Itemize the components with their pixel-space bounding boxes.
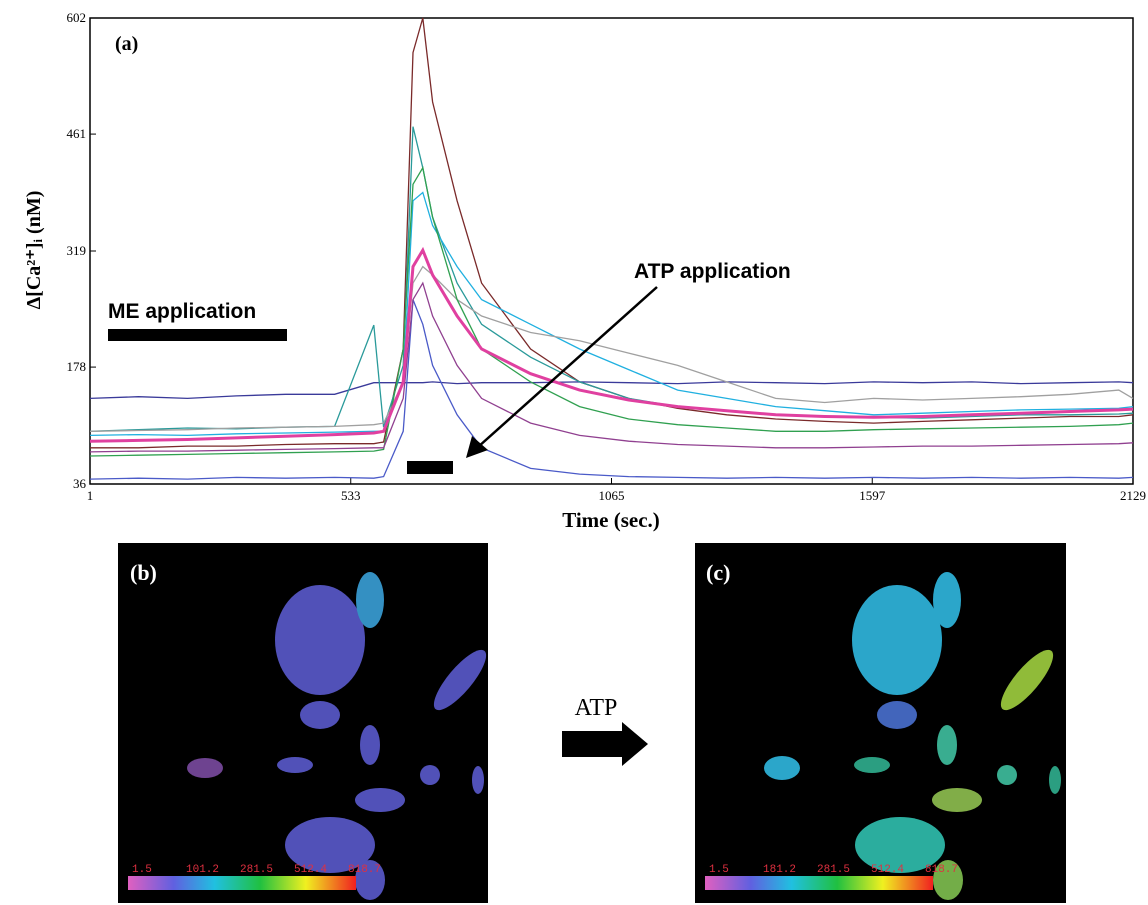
- arrow-label: ATP: [575, 695, 618, 721]
- colorbar: [128, 876, 356, 890]
- cells: [764, 572, 1061, 900]
- panel-label: (a): [115, 33, 138, 55]
- application-bar: [407, 461, 453, 474]
- colorbar-labels: 1.5 181.2 281.5 512.4 818.7: [709, 864, 958, 876]
- colorbar-label: 1.5: [132, 864, 152, 876]
- data-line: [89, 265, 1134, 432]
- colorbar-label: 101.2: [186, 864, 219, 876]
- x-tick-label: 1597: [859, 488, 886, 503]
- y-tick-label: 461: [67, 126, 87, 141]
- colorbar-label: 1.5: [709, 864, 729, 876]
- y-tick-label: 602: [67, 10, 87, 25]
- x-tick-label: 533: [341, 488, 361, 503]
- colorbar-label: 281.5: [240, 864, 273, 876]
- colorbar-labels: 1.5 101.2 281.5 512.4 818.7: [132, 864, 381, 876]
- panel-label: (c): [706, 560, 730, 585]
- colorbar-label: 818.7: [348, 864, 381, 876]
- image-panel: (c) 1.5 181.2 281.5 512.4 818.7: [695, 543, 1066, 903]
- application-bar: [108, 329, 287, 341]
- data-line: [89, 299, 1134, 480]
- data-line: [89, 191, 1134, 437]
- y-tick-label: 319: [67, 243, 87, 258]
- annotation: ATP application: [634, 260, 791, 283]
- y-tick-label: 178: [67, 359, 87, 374]
- y-tick-label: 36: [73, 476, 87, 491]
- arrow-head: [466, 436, 488, 458]
- cells: [187, 572, 487, 900]
- colorbar-label: 512.4: [294, 864, 327, 876]
- plot: [89, 17, 1134, 485]
- x-axis-label: Time (sec.): [562, 508, 660, 532]
- x-tick-label: 2129: [1120, 488, 1146, 503]
- block-arrow: [562, 722, 648, 766]
- x-tick-label: 1: [87, 488, 94, 503]
- x-tick-label: 1065: [599, 488, 625, 503]
- annotation: ME application: [108, 300, 256, 323]
- data-line: [89, 381, 1134, 400]
- data-line: [89, 126, 1134, 432]
- colorbar-label: 281.5: [817, 864, 850, 876]
- image-panel: (b) 1.5 101.2 281.5 512.4 818.7: [118, 543, 488, 903]
- data-line: [89, 281, 1134, 453]
- data-line: [89, 246, 1134, 443]
- colorbar-label: 181.2: [763, 864, 796, 876]
- panel-label: (b): [130, 560, 157, 585]
- colorbar-label: 818.7: [925, 864, 958, 876]
- data-line: [90, 17, 1134, 449]
- colorbar: [705, 876, 933, 890]
- annotation-arrow: [477, 286, 658, 448]
- y-axis-label: Δ[Ca²⁺]ᵢ (nM): [23, 191, 45, 310]
- colorbar-label: 512.4: [871, 864, 904, 876]
- data-line: [89, 166, 1134, 457]
